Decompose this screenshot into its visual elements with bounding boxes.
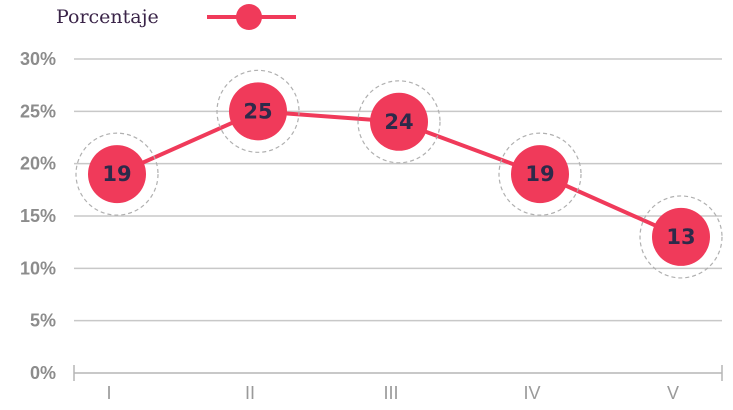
data-point [652, 207, 710, 266]
legend: Porcentaje [56, 4, 296, 30]
y-tick-label: 15% [20, 206, 56, 226]
data-point [88, 145, 146, 204]
data-point-halo [357, 80, 441, 164]
y-axis-ticks: 0% 5% 10% 15% 20% 25% 30% [20, 49, 56, 383]
data-point-halo [498, 132, 582, 216]
y-tick-label: 20% [20, 154, 56, 174]
x-axis: I II III IV V [73, 365, 723, 403]
y-tick-label: 10% [20, 258, 56, 278]
data-label: 24 [384, 110, 413, 134]
x-tick-label: IV [523, 383, 540, 403]
data-label: 25 [243, 99, 272, 123]
data-point-halo [216, 69, 300, 153]
data-point-halo [639, 195, 723, 279]
data-point [229, 82, 287, 141]
data-point-halo [75, 132, 159, 216]
legend-label: Porcentaje [56, 6, 159, 28]
series-porcentaje: 19 25 24 19 13 [75, 69, 723, 279]
legend-marker-swatch [236, 4, 262, 30]
y-tick-label: 0% [30, 363, 56, 383]
y-tick-label: 5% [30, 311, 56, 331]
x-tick-label: I [106, 383, 111, 403]
y-tick-label: 25% [20, 101, 56, 121]
y-tick-label: 30% [20, 49, 56, 69]
data-point [370, 92, 428, 151]
data-label: 19 [525, 162, 554, 186]
x-tick-label: V [667, 383, 679, 403]
data-label: 13 [666, 225, 695, 249]
data-point [511, 145, 569, 204]
data-label: 19 [102, 162, 131, 186]
x-tick-label: II [245, 383, 255, 403]
x-tick-label: III [383, 383, 398, 403]
